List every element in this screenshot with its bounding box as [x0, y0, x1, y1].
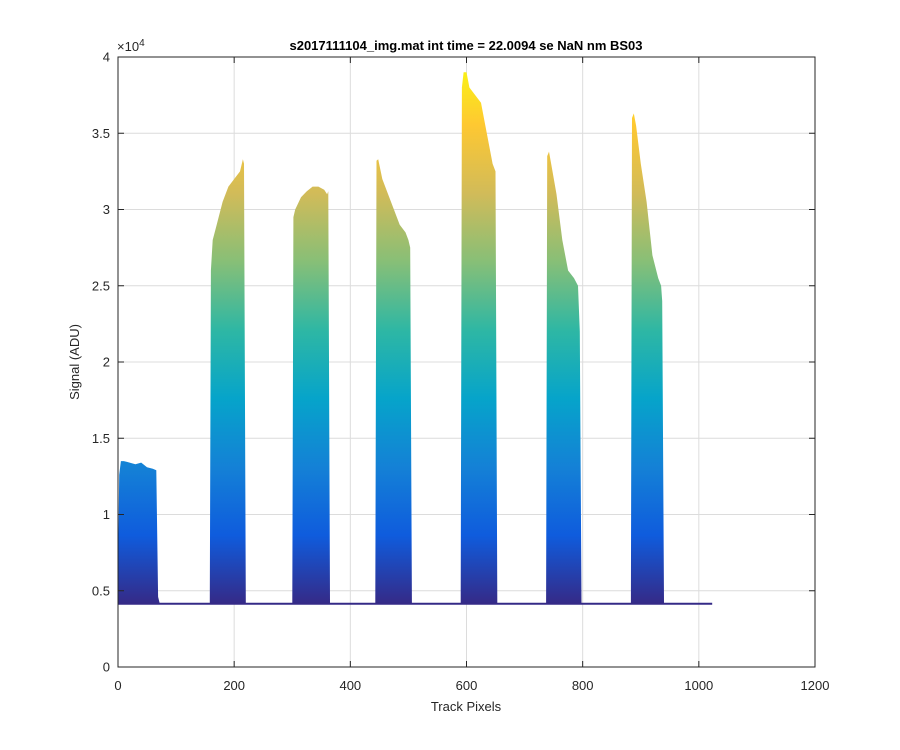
y-tick-label: 0	[103, 660, 110, 675]
y-axis-label: Signal (ADU)	[67, 324, 82, 400]
chart-title: s2017111104_img.mat int time = 22.0094 s…	[289, 38, 642, 53]
x-axis-label: Track Pixels	[431, 699, 502, 714]
y-tick-label: 4	[103, 50, 110, 65]
x-tick-label: 1200	[801, 678, 830, 693]
signal-band-3	[292, 186, 330, 604]
signal-band-7	[630, 113, 664, 604]
signal-band-5	[460, 72, 498, 604]
signal-band-1	[118, 461, 160, 604]
y-exponent-label: ×104	[117, 38, 145, 54]
signal-band-2	[209, 159, 246, 604]
y-ticks: 0 0.5 1 1.5 2 2.5 3 3.5 4	[92, 50, 815, 675]
y-tick-label: 2	[103, 355, 110, 370]
x-tick-label: 600	[456, 678, 478, 693]
x-tick-label: 1000	[684, 678, 713, 693]
signal-band-6	[546, 151, 582, 604]
y-tick-label: 2.5	[92, 278, 110, 293]
y-tick-label: 0.5	[92, 583, 110, 598]
x-ticks: 0 200 400 600 800 1000 1200	[114, 57, 829, 693]
y-tick-label: 1	[103, 507, 110, 522]
y-exponent-power: 4	[139, 38, 145, 49]
x-tick-label: 200	[223, 678, 245, 693]
x-tick-label: 0	[114, 678, 121, 693]
signal-band-4	[375, 159, 412, 604]
series-group	[118, 72, 713, 605]
y-tick-label: 3.5	[92, 126, 110, 141]
x-tick-label: 800	[572, 678, 594, 693]
y-tick-label: 3	[103, 202, 110, 217]
y-tick-label: 1.5	[92, 431, 110, 446]
x-tick-label: 400	[339, 678, 361, 693]
